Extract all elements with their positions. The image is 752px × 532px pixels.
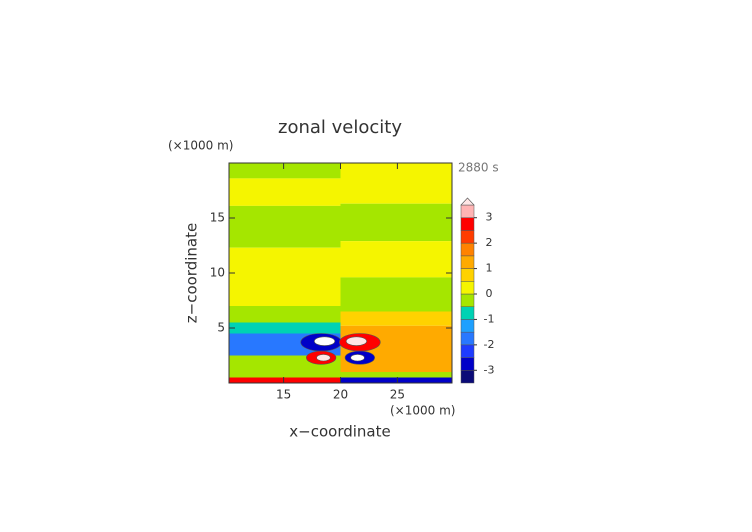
contour-region [340,203,452,242]
contour-region [229,163,341,179]
contour-region [340,311,452,326]
contour-cell [350,354,365,362]
contour-region [229,205,341,248]
contour-region [229,322,341,334]
x-tick-label: 15 [276,388,291,402]
colorbar-band [460,217,475,231]
colorbar-tick-label: -2 [484,338,495,351]
contour-region [229,377,341,383]
contour-region [229,178,341,206]
colorbar-band [460,370,475,384]
y-unit: (×1000 m) [168,139,233,153]
contour-region [340,277,452,312]
colorbar-extend [460,197,475,206]
contour-cell [345,336,367,346]
colorbar-band [460,319,475,333]
colorbar-band [460,268,475,282]
colorbar-band [460,344,475,358]
y-tick-label: 5 [217,321,225,335]
colorbar-band [460,357,475,371]
y-axis-title: z−coordinate [183,223,201,323]
y-tick-label: 10 [210,266,225,280]
contour-field [229,163,452,383]
colorbar-tick-label: 2 [486,236,493,249]
colorbar-tick-label: 0 [486,287,493,300]
colorbar-band [460,281,475,295]
colorbar-tick-label: 3 [486,211,493,224]
x-tick-label: 20 [333,388,348,402]
colorbar-band [460,293,475,307]
colorbar-band [460,230,475,244]
colorbar-band [460,242,475,257]
colorbar-tick-label: -3 [484,363,495,376]
x-axis-title: x−coordinate [289,423,390,441]
x-tick-label: 25 [390,388,405,402]
contour-region [340,372,452,378]
chart-title: zonal velocity [278,117,402,138]
contour-cell [314,336,336,346]
time-label: 2880 s [458,161,499,175]
colorbar-tick-label: 1 [486,262,493,275]
colorbar-band [460,255,475,269]
contour-region [229,247,341,306]
contour-region [340,241,452,278]
colorbar-band [460,204,475,218]
colorbar-tick-label: -1 [484,312,495,325]
colorbar-band [460,331,475,346]
contour-cell [316,354,331,362]
colorbar-band [460,306,475,320]
contour-region [340,377,452,383]
y-tick-label: 15 [210,211,225,225]
x-unit: (×1000 m) [390,404,455,418]
contour-region [229,306,341,323]
contour-region [340,163,452,204]
